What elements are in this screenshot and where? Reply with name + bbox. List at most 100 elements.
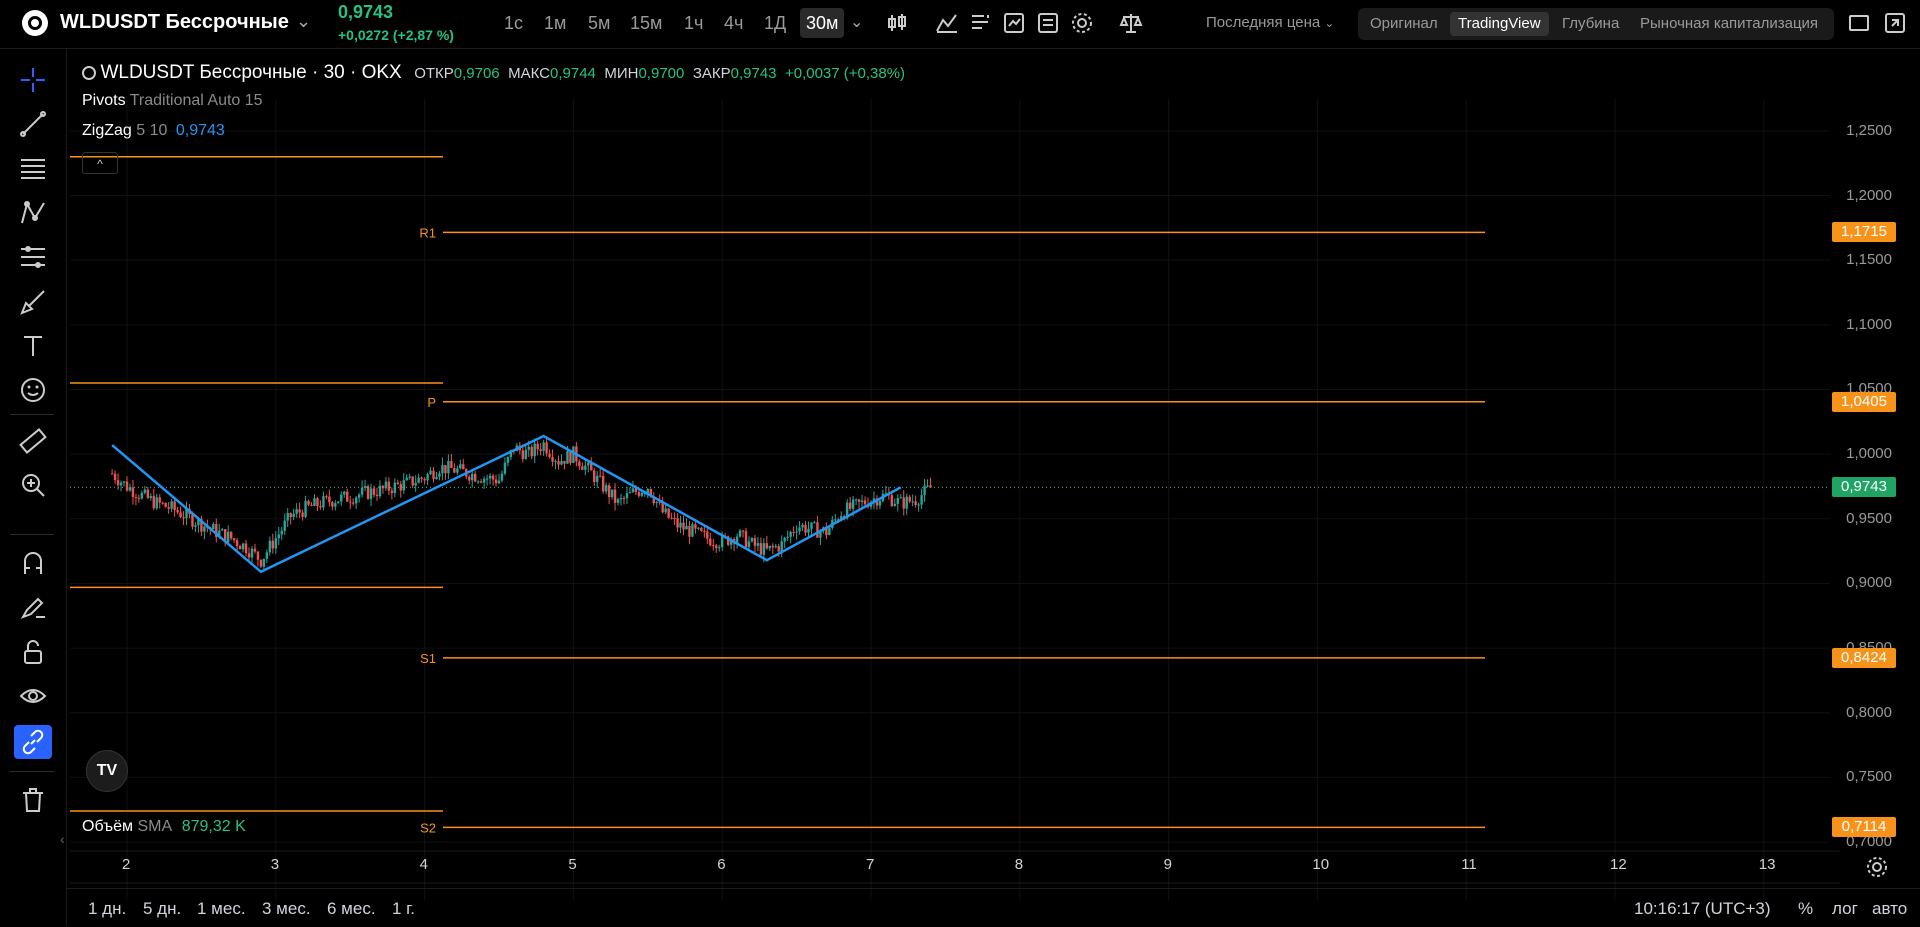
- trendline-icon[interactable]: [14, 107, 52, 141]
- fib-retracement-icon[interactable]: [14, 240, 52, 274]
- candle-body: [729, 538, 733, 545]
- timeframe-4h[interactable]: 4ч: [724, 13, 744, 33]
- crosshair-icon[interactable]: [14, 63, 52, 97]
- candle-body: [414, 482, 417, 486]
- candle-body: [485, 478, 489, 480]
- candle-body: [884, 493, 888, 495]
- candle-body: [542, 442, 545, 451]
- scale-auto[interactable]: авто: [1872, 899, 1908, 918]
- candle-body: [262, 558, 266, 567]
- pivot-label-s2: S2: [420, 820, 436, 835]
- trash-icon[interactable]: [14, 783, 52, 817]
- text-tool-icon[interactable]: [14, 329, 52, 363]
- candle-body: [792, 531, 795, 533]
- range-5d[interactable]: 5 дн.: [143, 899, 182, 918]
- candle-body: [286, 513, 289, 521]
- view-mode-market-cap[interactable]: Рыночная капитализация: [1640, 15, 1819, 32]
- volume-value: 879,32 K: [181, 818, 246, 835]
- timeframe-30m-active[interactable]: 30м: [800, 8, 845, 38]
- candle-body: [224, 529, 227, 543]
- candle-body: [536, 443, 539, 450]
- timeframe-1m[interactable]: 1м: [544, 13, 567, 33]
- candle-body: [128, 487, 132, 491]
- ruler-icon[interactable]: [14, 424, 52, 458]
- candle-body: [459, 464, 462, 469]
- range-1d[interactable]: 1 дн.: [88, 899, 127, 918]
- view-mode-segment: Оригинал TradingView Глубина Рыночная ка…: [1358, 8, 1834, 40]
- range-1m[interactable]: 1 мес.: [197, 899, 246, 918]
- candle-type-icon[interactable]: [884, 10, 910, 36]
- window-layout-icon[interactable]: [1846, 10, 1872, 36]
- candle-body: [295, 509, 298, 514]
- pivots-indicator-row[interactable]: Pivots Traditional Auto 15: [82, 92, 263, 110]
- candle-body: [706, 531, 709, 539]
- candle-body: [613, 489, 617, 503]
- zigzag-line: [111, 434, 902, 574]
- candle-body: [441, 464, 444, 474]
- range-1y[interactable]: 1 г.: [392, 899, 416, 918]
- magnet-icon[interactable]: [14, 546, 52, 580]
- candle-body: [357, 494, 361, 498]
- candle-body: [420, 477, 423, 480]
- range-3m[interactable]: 3 мес.: [262, 899, 311, 918]
- candle-body: [905, 496, 908, 509]
- zigzag-indicator-row[interactable]: ZigZag 5 10 0,9743: [82, 122, 225, 140]
- view-mode-depth[interactable]: Глубина: [1562, 15, 1620, 32]
- pivot-badge-r1: 1,1715: [1832, 222, 1896, 243]
- timeframe-1s[interactable]: 1с: [504, 13, 524, 33]
- timeframe-15m[interactable]: 15м: [630, 13, 663, 33]
- pattern-icon[interactable]: [14, 196, 52, 230]
- alert-icon[interactable]: [1001, 10, 1027, 36]
- candle-body: [554, 461, 557, 463]
- symbol-chevron-down-icon[interactable]: ⌄: [296, 11, 312, 31]
- unlock-icon[interactable]: [14, 635, 52, 669]
- range-6m[interactable]: 6 мес.: [327, 899, 376, 918]
- timeframe-1d[interactable]: 1Д: [764, 13, 787, 33]
- scale-log[interactable]: лог: [1832, 899, 1858, 918]
- collapse-toolbar-icon[interactable]: ‹: [60, 831, 65, 847]
- view-mode-original[interactable]: Оригинал: [1370, 15, 1438, 32]
- candle-body: [845, 502, 849, 519]
- candle-body: [378, 485, 382, 497]
- settings-gear-icon[interactable]: [1069, 10, 1095, 36]
- link-icon[interactable]: [14, 725, 52, 759]
- candle-body: [185, 508, 188, 519]
- candle-body: [170, 501, 173, 509]
- drawing-toolbar: ‹: [0, 49, 67, 926]
- legend-open: 0,9706: [453, 65, 500, 82]
- indicators-icon[interactable]: [934, 10, 960, 36]
- candle-body: [834, 519, 837, 521]
- symbol-small-icon: [82, 66, 96, 80]
- volume-indicator-row[interactable]: Объём SMA 879,32 K: [82, 818, 246, 836]
- replay-icon[interactable]: [1035, 10, 1061, 36]
- symbol-name[interactable]: WLDUSDT Бессрочные: [60, 11, 289, 33]
- collapse-legend-icon[interactable]: ^: [82, 152, 118, 174]
- timeframe-1h[interactable]: 1ч: [684, 13, 704, 33]
- fullscreen-icon[interactable]: [1882, 10, 1908, 36]
- scale-percent[interactable]: %: [1798, 899, 1814, 918]
- bottom-toolbar: 1 дн. 5 дн. 1 мес. 3 мес. 6 мес. 1 г. 10…: [66, 888, 1920, 927]
- timeframe-5m[interactable]: 5м: [588, 13, 611, 33]
- templates-icon[interactable]: [968, 10, 994, 36]
- candle-body: [616, 499, 620, 503]
- lock-drawing-icon[interactable]: [14, 590, 52, 624]
- candle-body: [122, 481, 126, 483]
- candle-body: [587, 462, 590, 466]
- axis-settings-icon[interactable]: [1864, 854, 1890, 880]
- zoom-in-icon[interactable]: [14, 468, 52, 502]
- brush-icon[interactable]: [14, 285, 52, 319]
- tradingview-logo-icon[interactable]: TV: [86, 750, 128, 792]
- compare-scale-icon[interactable]: [1118, 10, 1144, 36]
- candle-body: [816, 522, 819, 538]
- eye-icon[interactable]: [14, 679, 52, 713]
- price-type-select[interactable]: Последняя цена ⌄: [1206, 14, 1334, 31]
- horizontal-lines-icon[interactable]: [14, 152, 52, 186]
- emoji-icon[interactable]: [14, 373, 52, 407]
- clock[interactable]: 10:16:17 (UTC+3): [1634, 899, 1771, 918]
- timeframe-chevron-down-icon[interactable]: ⌄: [850, 14, 864, 31]
- candle-body: [215, 524, 218, 538]
- candle-body: [447, 460, 450, 474]
- candle-body: [848, 502, 852, 509]
- view-mode-tradingview[interactable]: TradingView: [1450, 12, 1549, 36]
